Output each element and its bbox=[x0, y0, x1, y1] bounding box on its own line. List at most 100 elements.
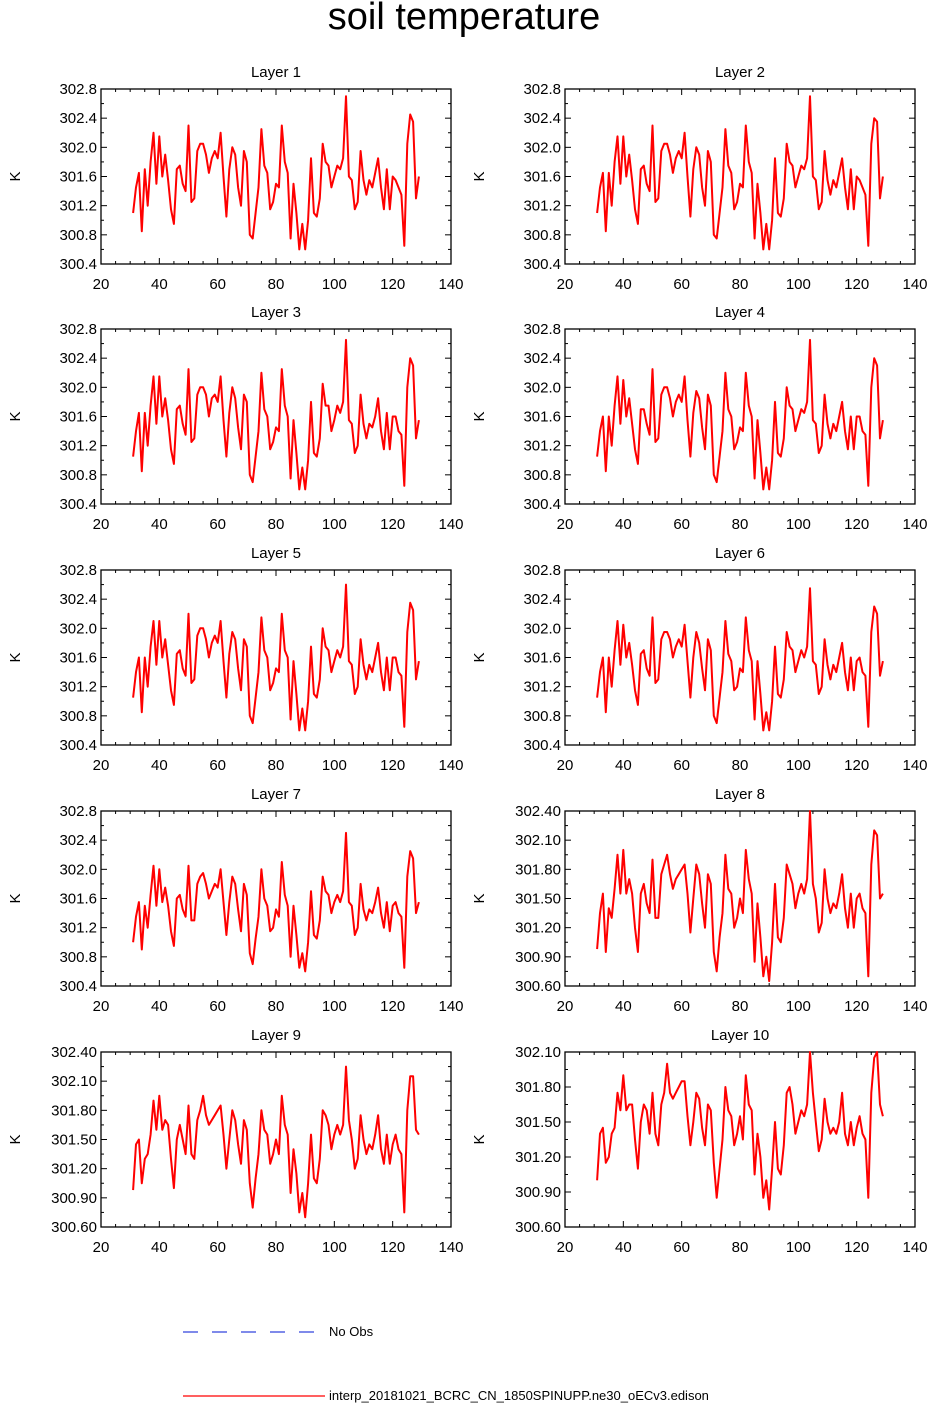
x-tick-label: 140 bbox=[902, 276, 927, 293]
y-tick-label: 301.6 bbox=[523, 169, 561, 186]
series-line bbox=[596, 95, 884, 251]
y-axis-label: K bbox=[7, 652, 24, 662]
panel-layer-4: Layer 4 K 300.4 300.8 301.2 301.6 302.0 302.4 30… bbox=[471, 304, 928, 533]
y-tick-label: 301.6 bbox=[59, 891, 97, 908]
y-tick-label: 301.50 bbox=[515, 1114, 561, 1131]
y-tick-label: 302.10 bbox=[515, 832, 561, 849]
x-tick-label: 60 bbox=[209, 276, 226, 293]
y-tick-label: 300.8 bbox=[59, 708, 97, 725]
panel-title: Layer 3 bbox=[251, 304, 301, 321]
x-tick-label: 20 bbox=[93, 998, 110, 1015]
y-axis-label: K bbox=[471, 1134, 488, 1144]
y-tick-label: 302.0 bbox=[59, 620, 97, 637]
y-tick-label: 302.8 bbox=[523, 562, 561, 579]
y-tick-label: 300.4 bbox=[59, 496, 97, 513]
y-tick-label: 301.6 bbox=[59, 650, 97, 667]
panel-layer-8: Layer 8 K 300.60 300.90 301.20 301.50 301.80 30… bbox=[471, 786, 928, 1015]
x-tick-label: 60 bbox=[673, 998, 690, 1015]
panel-layer-2: Layer 2 K 300.4 300.8 301.2 301.6 302.0 302.4 30… bbox=[471, 64, 928, 293]
y-tick-label: 301.2 bbox=[523, 198, 561, 215]
panel-title: Layer 1 bbox=[251, 64, 301, 81]
x-tick-label: 120 bbox=[380, 998, 405, 1015]
x-tick-label: 40 bbox=[615, 757, 632, 774]
x-tick-label: 100 bbox=[322, 516, 347, 533]
y-tick-label: 302.8 bbox=[59, 803, 97, 820]
x-tick-label: 60 bbox=[209, 998, 226, 1015]
y-tick-label: 302.10 bbox=[51, 1073, 97, 1090]
panel-title: Layer 8 bbox=[715, 786, 765, 803]
plot-frame bbox=[100, 569, 452, 746]
x-tick-label: 40 bbox=[615, 276, 632, 293]
x-tick-label: 20 bbox=[557, 276, 574, 293]
x-tick-label: 40 bbox=[615, 516, 632, 533]
y-tick-label: 301.80 bbox=[51, 1102, 97, 1119]
x-tick-label: 100 bbox=[786, 516, 811, 533]
y-tick-label: 300.8 bbox=[59, 227, 97, 244]
x-tick-label: 120 bbox=[380, 1239, 405, 1256]
y-tick-label: 300.4 bbox=[59, 737, 97, 754]
x-tick-label: 40 bbox=[151, 998, 168, 1015]
y-tick-label: 302.0 bbox=[59, 861, 97, 878]
plot-frame bbox=[564, 569, 916, 746]
x-tick-label: 60 bbox=[673, 757, 690, 774]
y-axis-label: K bbox=[7, 1134, 24, 1144]
legend-model-label: interp_20181021_BCRC_CN_1850SPINUPP.ne30… bbox=[329, 1388, 709, 1403]
x-tick-label: 60 bbox=[209, 1239, 226, 1256]
series-line bbox=[132, 1065, 420, 1219]
x-tick-label: 120 bbox=[380, 757, 405, 774]
x-tick-label: 100 bbox=[786, 276, 811, 293]
plot-frame bbox=[100, 810, 452, 987]
x-tick-label: 80 bbox=[268, 276, 285, 293]
y-tick-label: 302.40 bbox=[51, 1044, 97, 1061]
y-tick-label: 300.90 bbox=[515, 949, 561, 966]
plot-frame bbox=[564, 88, 916, 265]
x-tick-label: 80 bbox=[268, 1239, 285, 1256]
panel-layer-6: Layer 6 K 300.4 300.8 301.2 301.6 302.0 302.4 30… bbox=[471, 545, 928, 774]
y-tick-label: 301.50 bbox=[515, 891, 561, 908]
y-axis-label: K bbox=[471, 893, 488, 903]
y-tick-label: 300.8 bbox=[523, 708, 561, 725]
x-tick-label: 140 bbox=[902, 757, 927, 774]
y-tick-label: 300.8 bbox=[523, 227, 561, 244]
x-tick-label: 120 bbox=[844, 1239, 869, 1256]
y-tick-label: 302.4 bbox=[59, 110, 97, 127]
panel-layer-10: Layer 10 K 300.60 300.90 301.20 301.50 301.80 3… bbox=[471, 1027, 928, 1256]
y-tick-label: 302.4 bbox=[523, 110, 561, 127]
series-line bbox=[596, 810, 884, 983]
panel-title: Layer 2 bbox=[715, 64, 765, 81]
y-tick-label: 301.6 bbox=[59, 409, 97, 426]
x-tick-label: 100 bbox=[786, 1239, 811, 1256]
y-tick-label: 300.8 bbox=[59, 949, 97, 966]
y-tick-label: 301.20 bbox=[515, 920, 561, 937]
y-axis-label: K bbox=[7, 171, 24, 181]
x-tick-label: 20 bbox=[93, 516, 110, 533]
x-tick-label: 120 bbox=[844, 757, 869, 774]
y-tick-label: 300.60 bbox=[515, 1219, 561, 1236]
y-tick-label: 300.8 bbox=[59, 467, 97, 484]
y-axis-label: K bbox=[7, 411, 24, 421]
y-tick-label: 300.4 bbox=[59, 256, 97, 273]
x-tick-label: 80 bbox=[732, 998, 749, 1015]
y-tick-label: 302.4 bbox=[523, 591, 561, 608]
y-tick-label: 300.4 bbox=[523, 496, 561, 513]
x-tick-label: 60 bbox=[209, 757, 226, 774]
y-tick-label: 300.60 bbox=[515, 978, 561, 995]
series-line bbox=[132, 95, 420, 251]
plot-frame bbox=[100, 88, 452, 265]
y-tick-label: 302.10 bbox=[515, 1044, 561, 1061]
x-tick-label: 40 bbox=[615, 998, 632, 1015]
x-tick-label: 40 bbox=[151, 516, 168, 533]
x-tick-label: 80 bbox=[732, 516, 749, 533]
x-tick-label: 20 bbox=[93, 757, 110, 774]
y-tick-label: 302.8 bbox=[523, 321, 561, 338]
series-line bbox=[596, 1051, 884, 1211]
y-tick-label: 300.4 bbox=[523, 737, 561, 754]
y-tick-label: 300.4 bbox=[59, 978, 97, 995]
panel-title: Layer 5 bbox=[251, 545, 301, 562]
x-tick-label: 120 bbox=[844, 998, 869, 1015]
panel-title: Layer 4 bbox=[715, 304, 765, 321]
x-tick-label: 80 bbox=[732, 276, 749, 293]
chart-title: soil temperature bbox=[327, 0, 601, 38]
x-tick-label: 20 bbox=[557, 998, 574, 1015]
